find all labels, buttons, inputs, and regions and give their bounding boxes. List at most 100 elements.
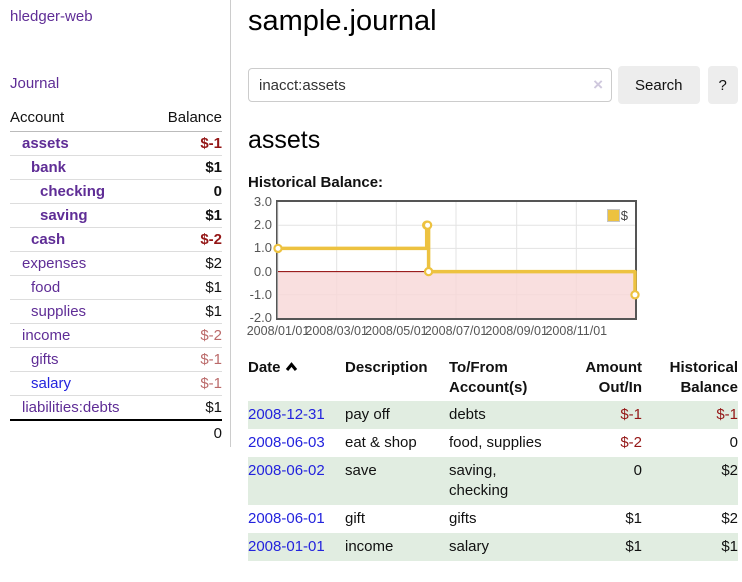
sidebar: hledger-web Journal Account Balance asse… [0,0,231,447]
y-tick-label: 3.0 [253,194,272,209]
account-link-bank[interactable]: bank [31,159,67,176]
x-tick-label: 2008/07/01 [424,324,488,338]
x-tick-label: 2008/11/01 [545,324,608,338]
account-row: food $1 [10,275,222,300]
account-link-salary[interactable]: salary [31,375,72,392]
app-title-link[interactable]: hledger-web [10,8,93,25]
account-link-food[interactable]: food [31,279,61,296]
account-balance: $-1 [151,371,222,396]
transaction-date-link[interactable]: 2008-01-01 [248,538,325,555]
account-row: checking 0 [10,179,222,204]
register-row: 2008-06-02 save saving, checking 0 $2 [248,457,738,505]
transaction-accounts: food, supplies [449,434,542,451]
transaction-description: income [345,533,449,561]
transaction-balance: $2 [721,510,738,527]
account-balance: $-2 [151,227,222,252]
x-tick-label: 2008/03/01 [305,324,368,338]
transaction-balance: $1 [642,533,738,561]
transaction-date-link[interactable]: 2008-06-03 [248,434,325,451]
register-header-row: Date Description To/From Account(s) Amou… [248,358,738,401]
transaction-description: gift [345,510,366,527]
account-row: expenses $2 [10,251,222,276]
accounts-header-balance: Balance [151,106,222,132]
account-link-supplies[interactable]: supplies [31,303,87,320]
transaction-accounts: debts [449,401,549,429]
account-link-checking[interactable]: checking [40,183,106,200]
transaction-description: pay off [345,401,449,429]
transaction-description: save [345,457,449,505]
account-row: income $-2 [10,323,222,348]
account-balance: 0 [151,179,222,204]
transaction-amount: $-2 [620,434,642,451]
search-button[interactable]: Search [618,66,700,104]
y-tick-label: 2.0 [253,217,272,233]
transaction-balance: $-1 [642,401,738,429]
main-content: sample.journal × Search ? assets Histori… [247,0,742,561]
account-row: cash $-2 [10,227,222,252]
search-input[interactable] [248,68,612,102]
account-row: salary $-1 [10,371,222,396]
chart-svg [273,202,640,318]
transaction-date-link[interactable]: 2008-12-31 [248,406,325,423]
register-row: 2008-06-03 eat & shop food, supplies $-2… [248,429,738,457]
account-heading: assets [248,126,321,154]
account-balance: $-1 [151,347,222,372]
transaction-balance: 0 [729,434,738,451]
transaction-date-link[interactable]: 2008-06-01 [248,510,325,527]
y-tick-label: -2.0 [249,310,272,325]
account-balance: $1 [151,299,222,324]
legend-label: $ [620,208,628,223]
transaction-description: eat & shop [345,434,417,451]
register-row: 2008-01-01 income salary $1 $1 [248,533,738,561]
chart-x-axis: 2008/01/01 2008/03/01 2008/05/01 2008/07/01… [247,324,742,340]
x-tick-label: 2008/09/01 [485,324,548,338]
chart-legend: $ [604,207,630,224]
y-tick-label: 0.0 [253,263,272,279]
x-tick-label: 2008/05/01 [365,324,428,338]
historical-balance-chart: $ 3.0 2.0 1.0 0.0 -1.0 -2.0 2008/01/01 2008/03… [247,195,742,342]
legend-swatch-icon [606,209,620,222]
accounts-total: 0 [151,419,222,445]
account-link-assets[interactable]: assets [22,135,69,152]
register-table: Date Description To/From Account(s) Amou… [248,358,738,561]
account-balance: $1 [205,399,222,416]
accounts-total-row: 0 [10,419,222,445]
account-balance: $1 [151,275,222,300]
register-header-balance: Historical Balance [669,359,738,396]
transaction-amount: $1 [625,510,642,527]
account-link-expenses[interactable]: expenses [22,255,87,272]
page-title: sample.journal [248,5,437,37]
account-balance: $1 [151,155,222,180]
y-tick-label: -1.0 [249,286,272,302]
accounts-table: Account Balance assets $-1 bank $1 check… [10,106,222,445]
account-balance: $-1 [151,131,222,156]
transaction-amount: $-1 [549,401,642,429]
account-row: gifts $-1 [10,347,222,372]
account-link-income[interactable]: income [22,327,71,344]
account-balance: $1 [151,203,222,228]
account-row: supplies $1 [10,299,222,324]
chart-plot-area: $ [273,200,640,320]
help-button[interactable]: ? [707,66,738,104]
clear-search-icon[interactable]: × [593,75,603,94]
register-header-date[interactable]: Date [248,358,345,401]
account-row: liabilities:debts $1 [10,396,222,421]
x-tick-label: 2008/01/01 [246,324,310,338]
transaction-accounts: saving, checking [449,457,549,505]
chart-heading: Historical Balance: [248,174,384,191]
account-link-cash[interactable]: cash [31,231,66,248]
register-row: 2008-12-31 pay off debts $-1 $-1 [248,401,738,429]
transaction-accounts: gifts [449,510,477,527]
account-link-gifts[interactable]: gifts [31,351,59,368]
account-balance: $-2 [151,323,222,348]
transaction-amount: $1 [549,533,642,561]
transaction-balance: $2 [642,457,738,505]
register-header-tofrom: To/From Account(s) [449,359,528,396]
account-link-liabilities-debts[interactable]: liabilities:debts [22,399,120,416]
account-link-saving[interactable]: saving [40,207,88,224]
journal-link[interactable]: Journal [10,75,60,92]
transaction-date-link[interactable]: 2008-06-02 [248,462,325,479]
account-row: assets $-1 [10,131,222,156]
search-form: × Search ? [248,66,742,104]
account-row: saving $1 [10,203,222,228]
